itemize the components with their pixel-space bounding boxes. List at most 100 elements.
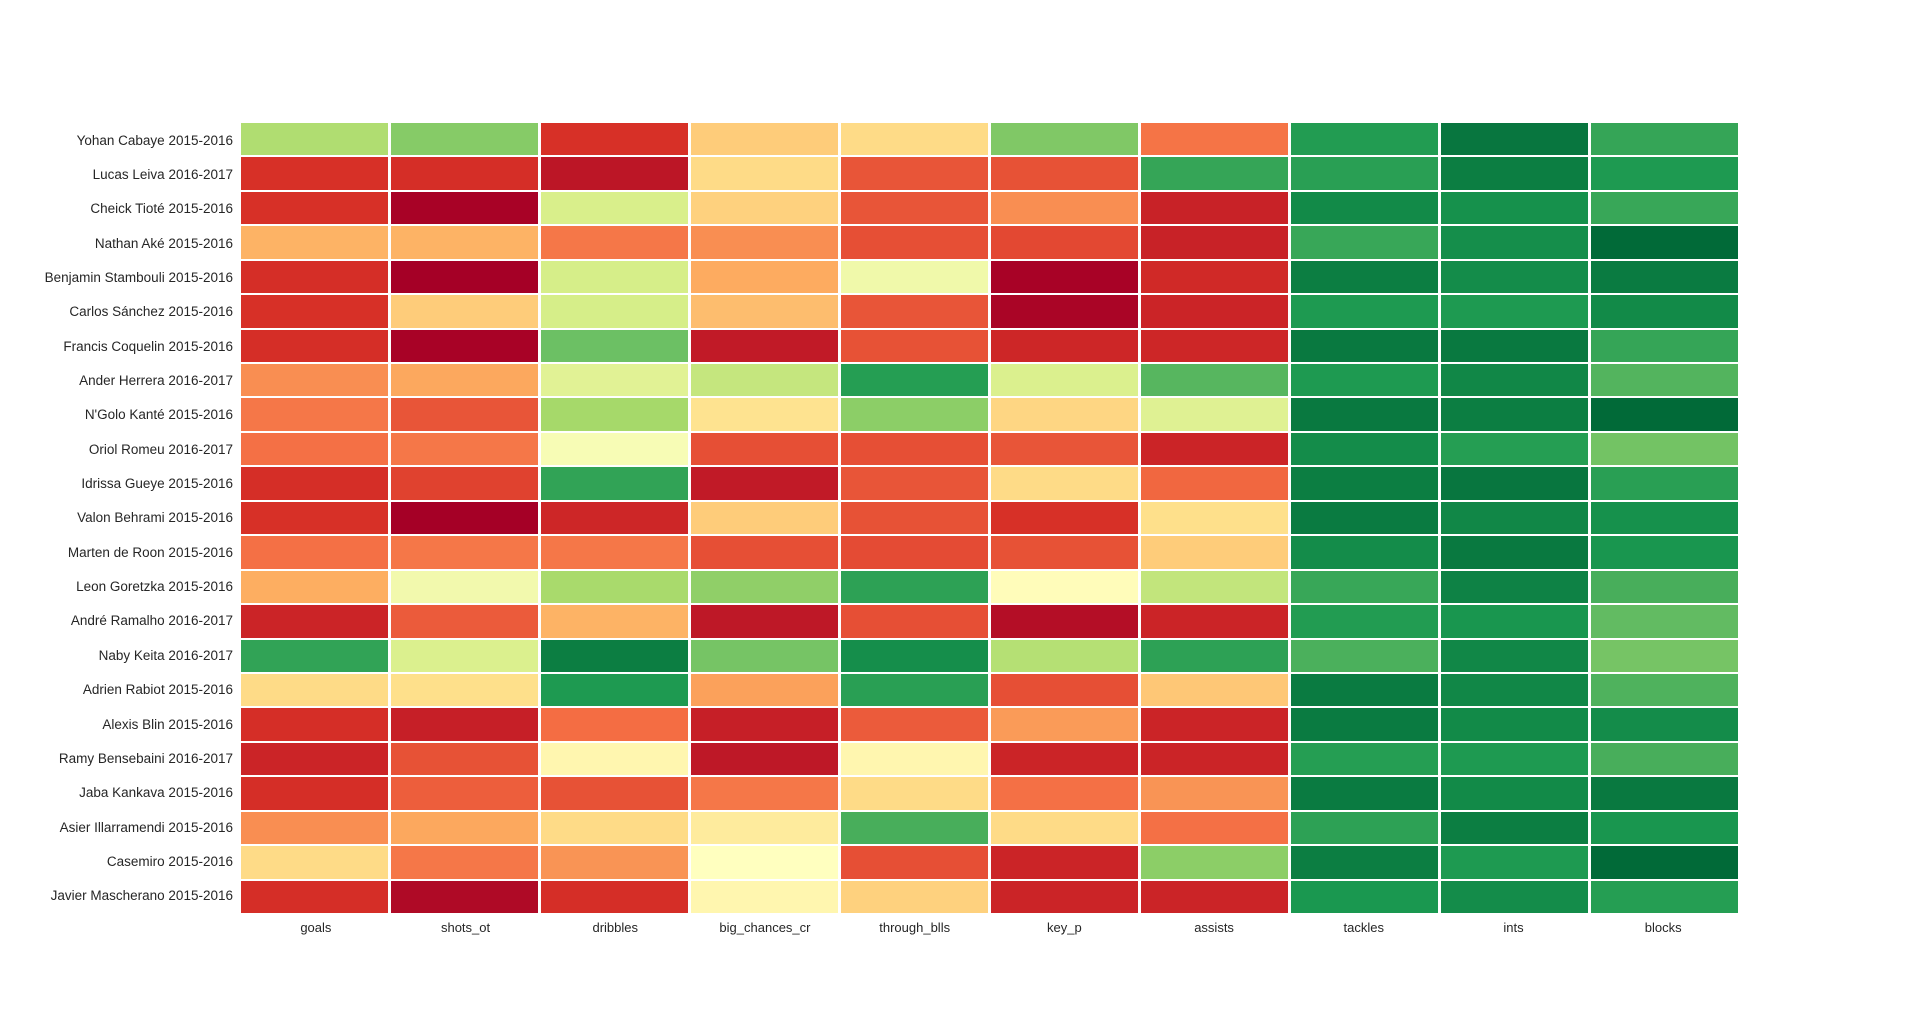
heatmap-cell (391, 501, 538, 535)
heatmap-cell (391, 260, 538, 294)
heatmap-cell (991, 811, 1138, 845)
heatmap-cell (1441, 226, 1588, 259)
heatmap-cell (541, 536, 688, 569)
heatmap-cell (1441, 191, 1588, 225)
heatmap-cell (1441, 123, 1588, 156)
heatmap-cell (691, 191, 838, 225)
heatmap-cell (991, 123, 1138, 156)
row-label: André Ramalho 2016-2017 (70, 613, 233, 629)
heatmap-cell (1141, 570, 1288, 604)
heatmap-cell (241, 432, 388, 466)
heatmap-cell (1291, 467, 1438, 500)
column-label: through_blls (879, 920, 951, 935)
heatmap-cell (991, 364, 1138, 397)
heatmap-cell (1441, 811, 1588, 845)
row-label: Jaba Kankava 2015-2016 (79, 785, 233, 801)
heatmap-cell (391, 191, 538, 225)
heatmap-cell (241, 123, 388, 156)
heatmap-cell (541, 157, 688, 190)
heatmap-cell (391, 123, 538, 156)
row-label: N'Golo Kanté 2015-2016 (84, 407, 233, 423)
heatmap-cell (541, 708, 688, 741)
heatmap-cell (1291, 501, 1438, 535)
heatmap-cell (391, 639, 538, 672)
heatmap-cell (241, 295, 388, 328)
heatmap-cell (1441, 570, 1588, 604)
heatmap-cell (1441, 295, 1588, 328)
heatmap-cell (1291, 708, 1438, 741)
heatmap-cell (1291, 811, 1438, 845)
heatmap-cell (541, 295, 688, 328)
heatmap-cell (241, 536, 388, 569)
column-label: big_chances_cr (719, 920, 811, 935)
heatmap-cell (241, 742, 388, 776)
heatmap-cell (1591, 364, 1738, 397)
heatmap-cell (1291, 364, 1438, 397)
heatmap-cell (541, 123, 688, 156)
heatmap-cell (991, 432, 1138, 466)
heatmap-cell (841, 880, 988, 913)
heatmap-cell (841, 191, 988, 225)
heatmap-cell (1141, 777, 1288, 810)
heatmap-cell (241, 605, 388, 638)
row-label: Francis Coquelin 2015-2016 (63, 338, 233, 354)
heatmap-cell (241, 846, 388, 879)
heatmap-cell (391, 329, 538, 363)
heatmap-cell (1141, 467, 1288, 500)
column-label: ints (1503, 920, 1524, 935)
heatmap-cell (241, 467, 388, 500)
row-label: Adrien Rabiot 2015-2016 (82, 682, 233, 698)
heatmap-cell (1291, 570, 1438, 604)
heatmap-cell (241, 157, 388, 190)
heatmap-cell (1591, 536, 1738, 569)
heatmap-cell (241, 708, 388, 741)
heatmap-cell (991, 157, 1138, 190)
heatmap-cell (1591, 501, 1738, 535)
heatmap-cell (541, 811, 688, 845)
column-label: shots_ot (440, 920, 491, 935)
heatmap-cell (691, 742, 838, 776)
heatmap-cell (541, 329, 688, 363)
heatmap-cell (691, 536, 838, 569)
heatmap-cell (241, 501, 388, 535)
heatmap-cell (541, 673, 688, 707)
heatmap-cell (691, 295, 838, 328)
heatmap-cell (541, 364, 688, 397)
row-label: Lucas Leiva 2016-2017 (92, 167, 233, 183)
heatmap-cell (691, 260, 838, 294)
heatmap-cell (541, 846, 688, 879)
heatmap-cell (841, 123, 988, 156)
heatmap-cell (1441, 398, 1588, 431)
heatmap-cell (841, 398, 988, 431)
heatmap-cell (841, 708, 988, 741)
heatmap-cell (1141, 226, 1288, 259)
heatmap-cell (1441, 157, 1588, 190)
heatmap-cell (841, 673, 988, 707)
heatmap-cell (1441, 846, 1588, 879)
column-label: assists (1194, 920, 1234, 935)
heatmap-cell (1591, 191, 1738, 225)
row-label: Naby Keita 2016-2017 (98, 647, 233, 663)
heatmap-cell (391, 846, 538, 879)
heatmap-cell (991, 329, 1138, 363)
heatmap-cell (391, 777, 538, 810)
heatmap-cell (1141, 811, 1288, 845)
heatmap-cell (691, 398, 838, 431)
heatmap-cell (241, 226, 388, 259)
heatmap-cell (1441, 708, 1588, 741)
heatmap-cell (541, 191, 688, 225)
heatmap-cell (691, 811, 838, 845)
heatmap-cell (991, 570, 1138, 604)
row-label: Carlos Sánchez 2015-2016 (69, 304, 233, 320)
heatmap-cell (1141, 673, 1288, 707)
heatmap-cell (391, 673, 538, 707)
heatmap-cell (1591, 846, 1738, 879)
heatmap-cell (541, 570, 688, 604)
heatmap-cell (1141, 260, 1288, 294)
heatmap-cell (1141, 398, 1288, 431)
heatmap-cell (691, 157, 838, 190)
heatmap-cell (841, 329, 988, 363)
heatmap-cell (241, 364, 388, 397)
heatmap-cell (1441, 467, 1588, 500)
